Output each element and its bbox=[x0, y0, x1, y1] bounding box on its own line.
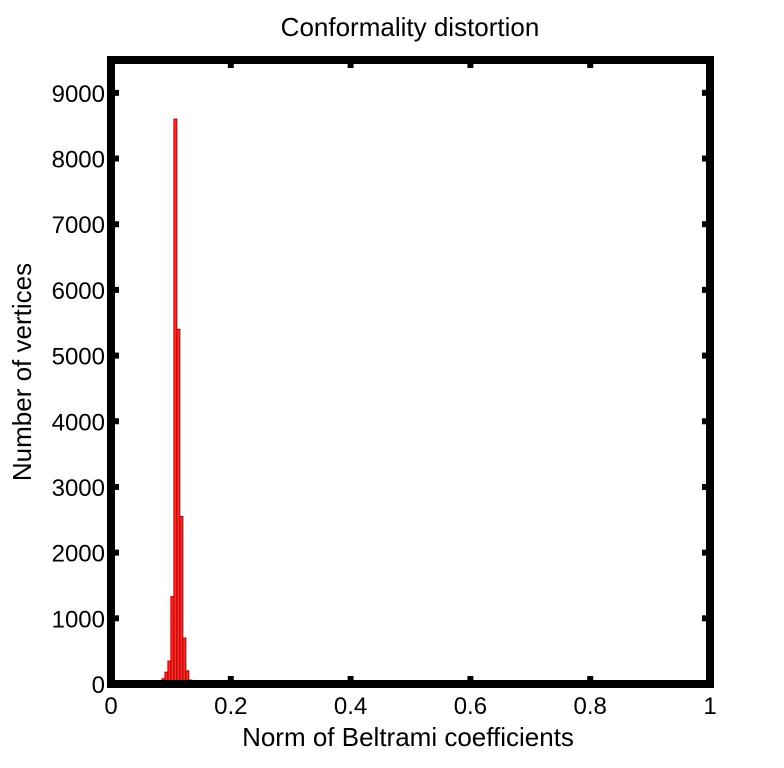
x-axis-label: Norm of Beltrami coefficients bbox=[242, 722, 574, 752]
ticks-layer bbox=[108, 60, 713, 687]
y-axis-label: Number of vertices bbox=[7, 263, 37, 481]
y-tick-label-8: 8000 bbox=[52, 147, 105, 174]
chart-title: Conformality distortion bbox=[281, 12, 540, 42]
y-tick-label-4: 4000 bbox=[52, 409, 105, 436]
y-tick-label-2: 2000 bbox=[52, 541, 105, 568]
x-tick-label-1: 0.2 bbox=[214, 693, 247, 720]
x-tick-label-5: 1 bbox=[703, 693, 716, 720]
x-tick-label-0: 0 bbox=[104, 693, 117, 720]
y-tick-label-9: 9000 bbox=[52, 81, 105, 108]
y-tick-label-1: 1000 bbox=[52, 606, 105, 633]
y-tick-label-7: 7000 bbox=[52, 212, 105, 239]
x-tick-labels: 0 0.2 0.4 0.6 0.8 1 bbox=[104, 693, 716, 720]
x-tick-label-2: 0.4 bbox=[334, 693, 367, 720]
axes-frame bbox=[107, 56, 714, 688]
y-tick-label-6: 6000 bbox=[52, 278, 105, 305]
x-tick-label-4: 0.8 bbox=[574, 693, 607, 720]
bars-layer bbox=[158, 118, 193, 685]
y-tick-label-0: 0 bbox=[92, 672, 105, 699]
y-tick-label-5: 5000 bbox=[52, 344, 105, 371]
x-tick-label-3: 0.6 bbox=[454, 693, 487, 720]
y-tick-labels: 0 1000 2000 3000 4000 5000 6000 7000 8000 9000 bbox=[52, 81, 105, 699]
y-tick-label-3: 3000 bbox=[52, 475, 105, 502]
